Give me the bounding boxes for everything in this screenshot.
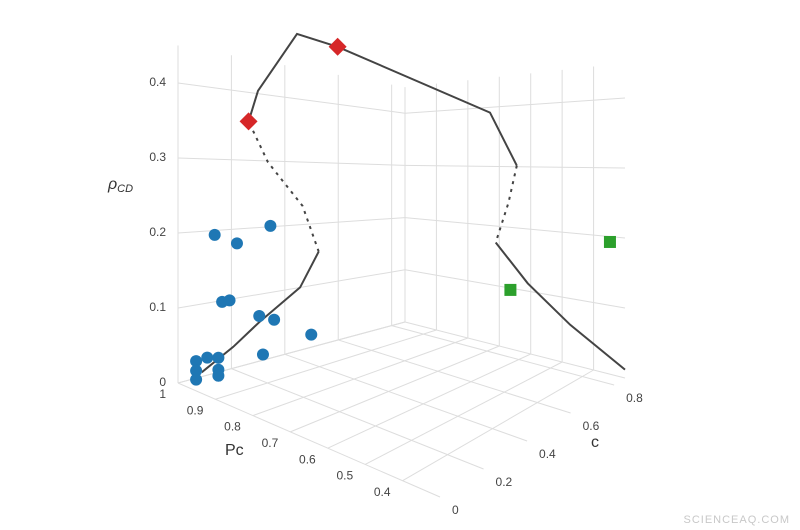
point [201,351,214,364]
marks-layer [190,32,626,386]
wall-grid-line [177,321,406,384]
z-tick-label: 0.3 [149,150,166,164]
diamond-point [239,112,258,131]
square-point [603,235,616,248]
point [264,219,277,232]
point [190,355,203,368]
x-tick-label: 0.7 [262,436,279,450]
floor-grid-line [177,382,441,498]
floor-grid-line [231,368,484,470]
square-point [504,283,517,296]
y-axis-title: c [591,434,599,451]
x-tick-label: 0.6 [299,452,316,466]
floor-grid-line [327,353,531,449]
point [305,328,318,341]
point [212,351,225,364]
floor-grid-line [252,337,469,417]
watermark: SCIENCEAQ.COM [683,514,790,526]
wall-grid-line [404,97,626,114]
x-tick-label: 0.5 [336,469,353,483]
point [208,228,221,241]
y-tick-label: 0.8 [626,391,643,405]
solid-curve [201,32,626,374]
z-axis-title: ρCD [107,176,133,195]
diamond-point [328,37,347,56]
floor-grid-line [215,329,437,400]
point [190,364,203,377]
wall-grid-line [177,157,406,166]
floor-grid-line [338,339,571,414]
floor-grid-line [402,369,594,482]
wall-grid-line [404,164,626,169]
y-tick-label: 0 [452,503,459,517]
x-tick-label: 1 [159,387,166,401]
point [212,369,225,382]
z-axis-symbol: ρ [107,176,117,193]
floor-grid-line [364,361,563,465]
wall-grid-line [177,82,406,114]
z-tick-label: 0 [159,375,166,389]
point [256,348,269,361]
y-tick-label: 0.2 [496,475,513,489]
point [223,294,236,307]
y-tick-label: 0.6 [583,419,600,433]
z-tick-label: 0.2 [149,225,166,239]
grid-layer [177,45,626,498]
floor-grid-line [290,345,500,433]
dashed-curve [247,120,518,252]
wall-grid-line [404,217,626,239]
wall-grid-line [177,269,406,309]
floor-grid-line [391,325,615,386]
z-axis-subscript: CD [117,183,133,195]
point [253,310,266,323]
point [268,313,281,326]
x-axis-title: Pc [225,442,244,459]
x-tick-label: 0.9 [187,403,204,417]
labels-layer: 1 0.9 0.8 0.7 0.6 0.5 0.4 0 0.2 0.4 0.6 0.8 0 0.1 0.2 0… [149,75,643,517]
z-tick-label: 0.1 [149,300,166,314]
floor-grid-line [284,353,528,442]
x-tick-label: 0.8 [224,420,241,434]
x-tick-label: 0.4 [374,485,391,499]
y-tick-label: 0.4 [539,447,556,461]
point [190,373,203,386]
wall-grid-line [404,321,626,379]
point [230,237,243,250]
z-tick-label: 0.4 [149,75,166,89]
